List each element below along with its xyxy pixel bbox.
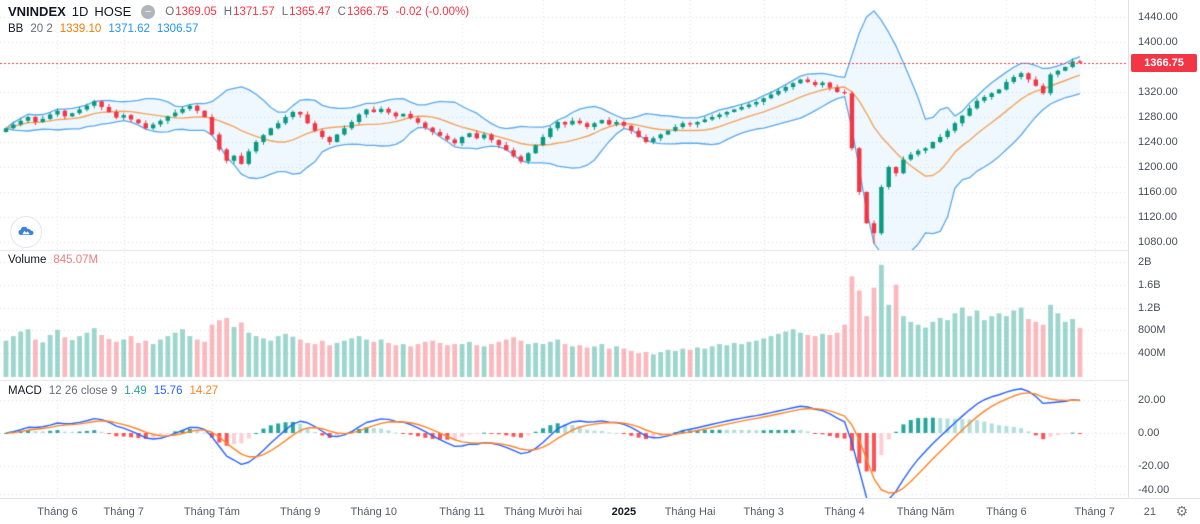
broker-logo-button[interactable] (10, 216, 42, 248)
price-tick: 1200.00 (1138, 161, 1178, 173)
exchange-label: HOSE (94, 4, 132, 19)
volume-name: Volume (8, 254, 47, 266)
macd-tick: -20.00 (1138, 460, 1170, 472)
cloud-mountain-icon (18, 226, 34, 235)
time-tick: Tháng 6 (986, 506, 1027, 518)
price-tick: 1080.00 (1138, 236, 1178, 248)
volume-tick: 1.2B (1138, 301, 1161, 314)
time-tick: Tháng Năm (896, 506, 955, 518)
bb-params: 20 2 (30, 23, 53, 35)
price-tick: 1280.00 (1138, 111, 1178, 123)
macd-tick: -40.00 (1138, 484, 1170, 496)
low-value: 1365.47 (289, 5, 331, 18)
price-tick: 1440.00 (1138, 11, 1178, 23)
time-tick: Tháng 6 (37, 506, 78, 518)
price-tick: 1120.00 (1138, 211, 1177, 223)
macd-line-value: 15.76 (153, 385, 183, 397)
volume-legend: Volume 845.07M (8, 254, 98, 266)
bb-basis-value: 1339.10 (59, 23, 102, 35)
interval-label: 1D (71, 4, 89, 19)
time-tick: Tháng 3 (743, 506, 784, 518)
price-tick: 1400.00 (1138, 36, 1178, 48)
time-tick: 2025 (611, 506, 637, 518)
volume-tick: 1.6B (1138, 278, 1161, 291)
time-tick: 21 (1143, 506, 1156, 518)
open-value: 1369.05 (175, 5, 217, 18)
macd-tick: 20.00 (1138, 394, 1166, 406)
volume-tick: 400M (1138, 347, 1166, 360)
chart-canvas[interactable] (0, 0, 1128, 498)
price-tick: 1240.00 (1138, 136, 1178, 148)
time-axis[interactable]: ⚙ Tháng 6 Tháng 7 Tháng Tám Tháng 9 Tháng 10… (0, 498, 1200, 524)
time-tick: Tháng 7 (103, 506, 144, 518)
time-tick: Tháng Mười hai (503, 506, 583, 518)
symbol-header: VNINDEX 1D HOSE – O1369.05 H1371.57 L136… (8, 4, 469, 19)
time-tick: Tháng 10 (350, 506, 398, 518)
change-value: -0.02 (-0.00%) (395, 5, 470, 18)
volume-tick: 800M (1138, 324, 1166, 337)
time-tick: Tháng 9 (280, 506, 321, 518)
time-tick: Tháng 4 (824, 506, 865, 518)
macd-tick: 0.00 (1138, 427, 1160, 439)
collapse-series-icon[interactable]: – (141, 4, 156, 19)
price-tick: 1160.00 (1138, 186, 1177, 198)
price-axis[interactable]: 1366.75 1440.001400.001360.001320.001280… (1128, 0, 1200, 498)
time-tick: Tháng 11 (439, 506, 485, 518)
high-value: 1371.57 (233, 5, 275, 18)
bb-lower-value: 1306.57 (156, 23, 199, 35)
volume-tick: 2B (1138, 256, 1152, 268)
price-tick: 1320.00 (1138, 86, 1178, 98)
ohlc-values: O1369.05 H1371.57 L1365.47 C1366.75 -0.0… (165, 5, 470, 18)
time-tick: Tháng Hai (664, 506, 716, 518)
macd-hist-value: 1.49 (124, 385, 147, 397)
volume-value: 845.07M (53, 254, 99, 266)
symbol-name: VNINDEX (8, 4, 66, 19)
last-price-badge: 1366.75 (1131, 53, 1197, 72)
macd-name: MACD (8, 385, 42, 397)
macd-legend: MACD 12 26 close 9 1.49 15.76 14.27 (8, 385, 218, 397)
time-tick: Tháng 7 (1074, 506, 1115, 518)
bb-upper-value: 1371.62 (108, 23, 150, 35)
time-tick: Tháng Tám (183, 506, 240, 518)
macd-params: 12 26 close 9 (48, 385, 118, 397)
settings-gear-icon[interactable]: ⚙ (1175, 503, 1188, 519)
macd-signal-value: 14.27 (189, 385, 219, 397)
close-value: 1366.75 (346, 5, 389, 18)
bb-name: BB (8, 23, 24, 35)
bb-legend: BB 20 2 1339.10 1371.62 1306.57 (8, 23, 198, 35)
